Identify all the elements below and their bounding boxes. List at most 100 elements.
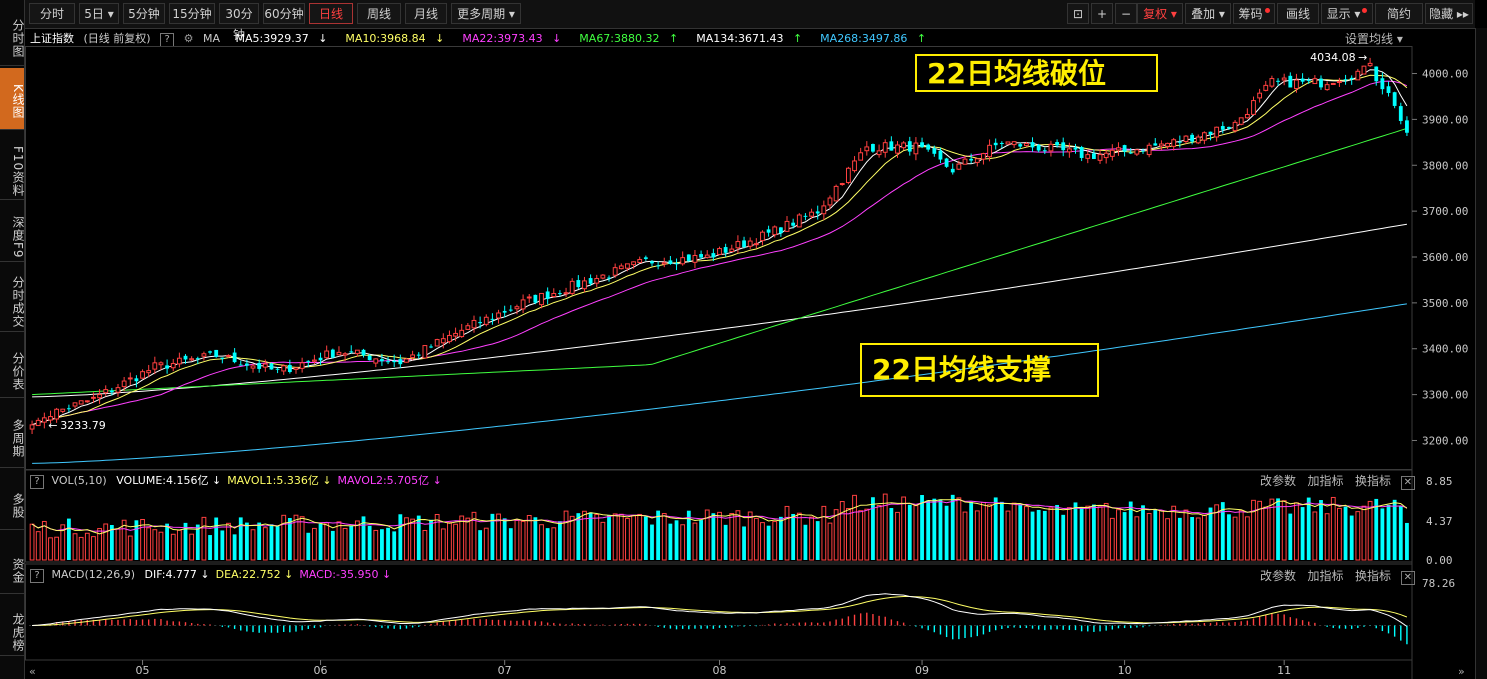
macd-edit-params[interactable]: 改参数 [1260, 569, 1297, 583]
candle-body [91, 396, 96, 399]
display-button[interactable]: 显示 ▾ [1321, 3, 1373, 24]
candle-body [1146, 144, 1152, 156]
candle-body [453, 332, 458, 337]
volume-bar [852, 494, 857, 561]
macd-label: MACD(12,26,9) [51, 568, 136, 581]
gear-icon[interactable]: ⚙ [183, 32, 194, 45]
help-icon[interactable]: ? [160, 33, 175, 47]
zoom-out-button[interactable]: − [1115, 3, 1137, 24]
macd-switch-indicator[interactable]: 换指标 [1354, 569, 1391, 583]
volume-bar [1122, 512, 1127, 560]
volume-bar [1201, 514, 1207, 561]
candle-body [29, 424, 35, 430]
volume-bar [392, 531, 397, 560]
candle-body [999, 142, 1004, 144]
volume-bar [692, 522, 698, 561]
volume-bar [1171, 505, 1177, 561]
period-tab-2[interactable]: 5分钟 [123, 3, 165, 24]
candle-body [41, 417, 47, 423]
period-tab-6[interactable]: 日线 [309, 3, 353, 24]
candle-body [398, 359, 403, 365]
hide-button[interactable]: 隐藏 ▸▸ [1425, 3, 1473, 24]
overlay-button[interactable]: 叠加 ▾ [1185, 3, 1231, 24]
index-title: 上证指数 [30, 32, 74, 45]
sidebar-item-0[interactable]: 分时图 [11, 18, 25, 58]
volume-edit-params[interactable]: 改参数 [1260, 474, 1297, 488]
month-label: 11 [1277, 664, 1291, 677]
volume-bar [1109, 517, 1115, 561]
sidebar-item-7[interactable]: 多股 [11, 493, 25, 519]
volume-bar [618, 513, 624, 561]
period-tab-8[interactable]: 月线 [405, 3, 447, 24]
volume-bar [882, 493, 888, 561]
macd-add-indicator[interactable]: 加指标 [1307, 569, 1344, 583]
period-tab-3[interactable]: 15分钟 [169, 3, 215, 24]
volume-bar [520, 520, 526, 561]
volume-bar [238, 517, 243, 560]
simple-button[interactable]: 简约 [1375, 3, 1423, 24]
ma-settings-button[interactable]: 设置均线 ▾ [1345, 32, 1403, 46]
volume-bar [607, 515, 611, 560]
volume-bar [582, 510, 587, 561]
macd-help-icon[interactable]: ? [30, 569, 44, 583]
macd-close-icon[interactable]: ✕ [1400, 571, 1415, 585]
candle-body [447, 334, 452, 343]
volume-bar [551, 527, 557, 561]
candle-body [772, 226, 778, 236]
candle-body [1319, 78, 1323, 88]
sidebar-item-3[interactable]: 深度F9 [11, 215, 25, 259]
volume-bar [312, 527, 317, 561]
period-tab-0[interactable]: 分时 [29, 3, 75, 24]
volume-bar [926, 500, 931, 560]
restore-button[interactable]: 复权 ▾ [1137, 3, 1183, 24]
volume-bar [901, 496, 907, 561]
sidebar-item-2[interactable]: F10资料 [11, 146, 25, 198]
macd-arrow-icon-1: ↓ [280, 568, 294, 581]
candle-body [84, 400, 90, 403]
volume-bar [97, 528, 102, 561]
candle-body [1177, 141, 1182, 143]
candle-body [318, 357, 323, 361]
sidebar-item-5[interactable]: 分价表 [11, 351, 25, 391]
volume-bar [232, 534, 237, 560]
sidebar-item-9[interactable]: 龙虎榜 [11, 612, 25, 652]
candle-body [600, 274, 606, 279]
candle-body [336, 351, 342, 356]
zoom-in-button[interactable]: + [1091, 3, 1113, 24]
volume-bar [165, 523, 170, 560]
candle-body [214, 349, 219, 357]
candle-body [778, 227, 783, 234]
candle-body [711, 253, 716, 258]
sidebar-item-4[interactable]: 分时成交 [11, 276, 25, 328]
volume-bar [459, 515, 465, 561]
candle-body [962, 158, 968, 165]
candle-body [275, 368, 280, 370]
period-tab-9[interactable]: 更多周期 ▾ [451, 3, 521, 24]
candle-body [1085, 154, 1091, 159]
chip-button[interactable]: 筹码 [1233, 3, 1275, 24]
volume-help-icon[interactable]: ? [30, 475, 44, 489]
sidebar-item-6[interactable]: 多周期 [11, 418, 25, 458]
right-scroll-edge[interactable] [1475, 28, 1487, 679]
volume-bar [650, 524, 654, 560]
candle-body [974, 158, 980, 163]
lock-icon[interactable]: ⊡ [1067, 3, 1089, 24]
period-tab-7[interactable]: 周线 [357, 3, 401, 24]
candle-body [723, 247, 728, 253]
month-label: 06 [314, 664, 328, 677]
volume-bar [766, 525, 771, 560]
volume-legend: ? VOL(5,10) VOLUME:4.156亿 ↓ MAVOL1:5.336亿… [30, 472, 442, 489]
volume-bar [262, 527, 268, 561]
volume-add-indicator[interactable]: 加指标 [1307, 474, 1344, 488]
period-tab-4[interactable]: 30分钟 [219, 3, 259, 42]
volume-tools: 改参数 加指标 换指标 ✕ [1260, 472, 1415, 490]
draw-button[interactable]: 画线 [1277, 3, 1319, 24]
sidebar-item-8[interactable]: 资金 [11, 558, 25, 584]
volume-close-icon[interactable]: ✕ [1400, 476, 1415, 490]
volume-switch-indicator[interactable]: 换指标 [1354, 474, 1391, 488]
period-tab-5[interactable]: 60分钟 [263, 3, 305, 24]
volume-bar [380, 529, 384, 560]
volume-bar [747, 511, 753, 561]
sidebar-item-1[interactable]: K线图 [0, 68, 25, 130]
period-tab-1[interactable]: 5日 ▾ [79, 3, 119, 24]
